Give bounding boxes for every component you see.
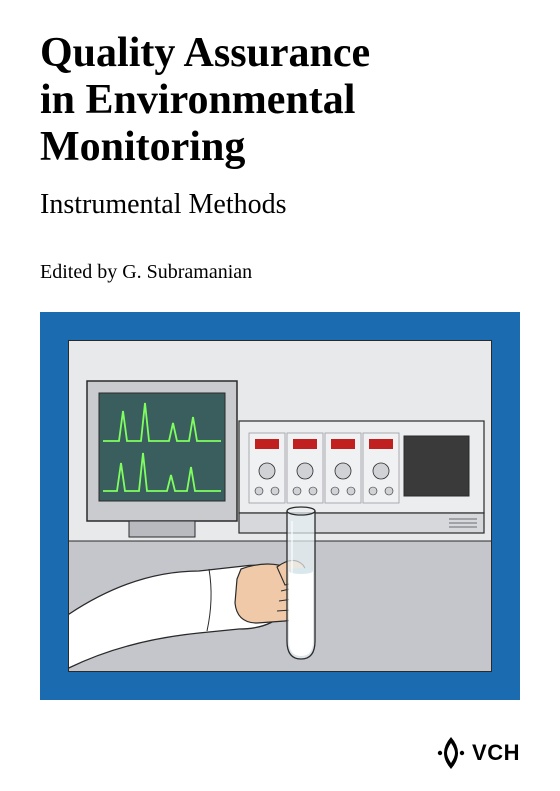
book-title: Quality Assurance in Environmental Monit… — [40, 30, 520, 171]
test-tube-icon — [287, 507, 315, 659]
title-line-3: Monitoring — [40, 124, 245, 170]
cover-illustration-frame — [40, 312, 520, 700]
editor-line: Edited by G. Subramanian — [40, 261, 520, 284]
instrument-icon — [239, 421, 484, 533]
publisher-name: VCH — [472, 740, 520, 766]
publisher-block: VCH — [436, 735, 520, 771]
book-cover: Quality Assurance in Environmental Monit… — [0, 0, 560, 791]
monitor-icon — [87, 381, 237, 537]
title-line-1: Quality Assurance — [40, 30, 370, 76]
book-subtitle: Instrumental Methods — [40, 189, 520, 221]
lab-illustration-svg — [69, 341, 492, 672]
cover-illustration — [68, 340, 492, 672]
publisher-logo-icon — [436, 735, 466, 771]
title-line-2: in Environmental — [40, 77, 355, 123]
